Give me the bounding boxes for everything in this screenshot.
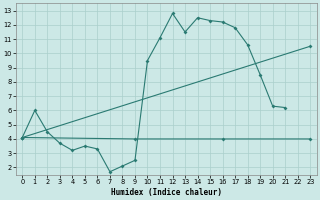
X-axis label: Humidex (Indice chaleur): Humidex (Indice chaleur) [111, 188, 222, 197]
